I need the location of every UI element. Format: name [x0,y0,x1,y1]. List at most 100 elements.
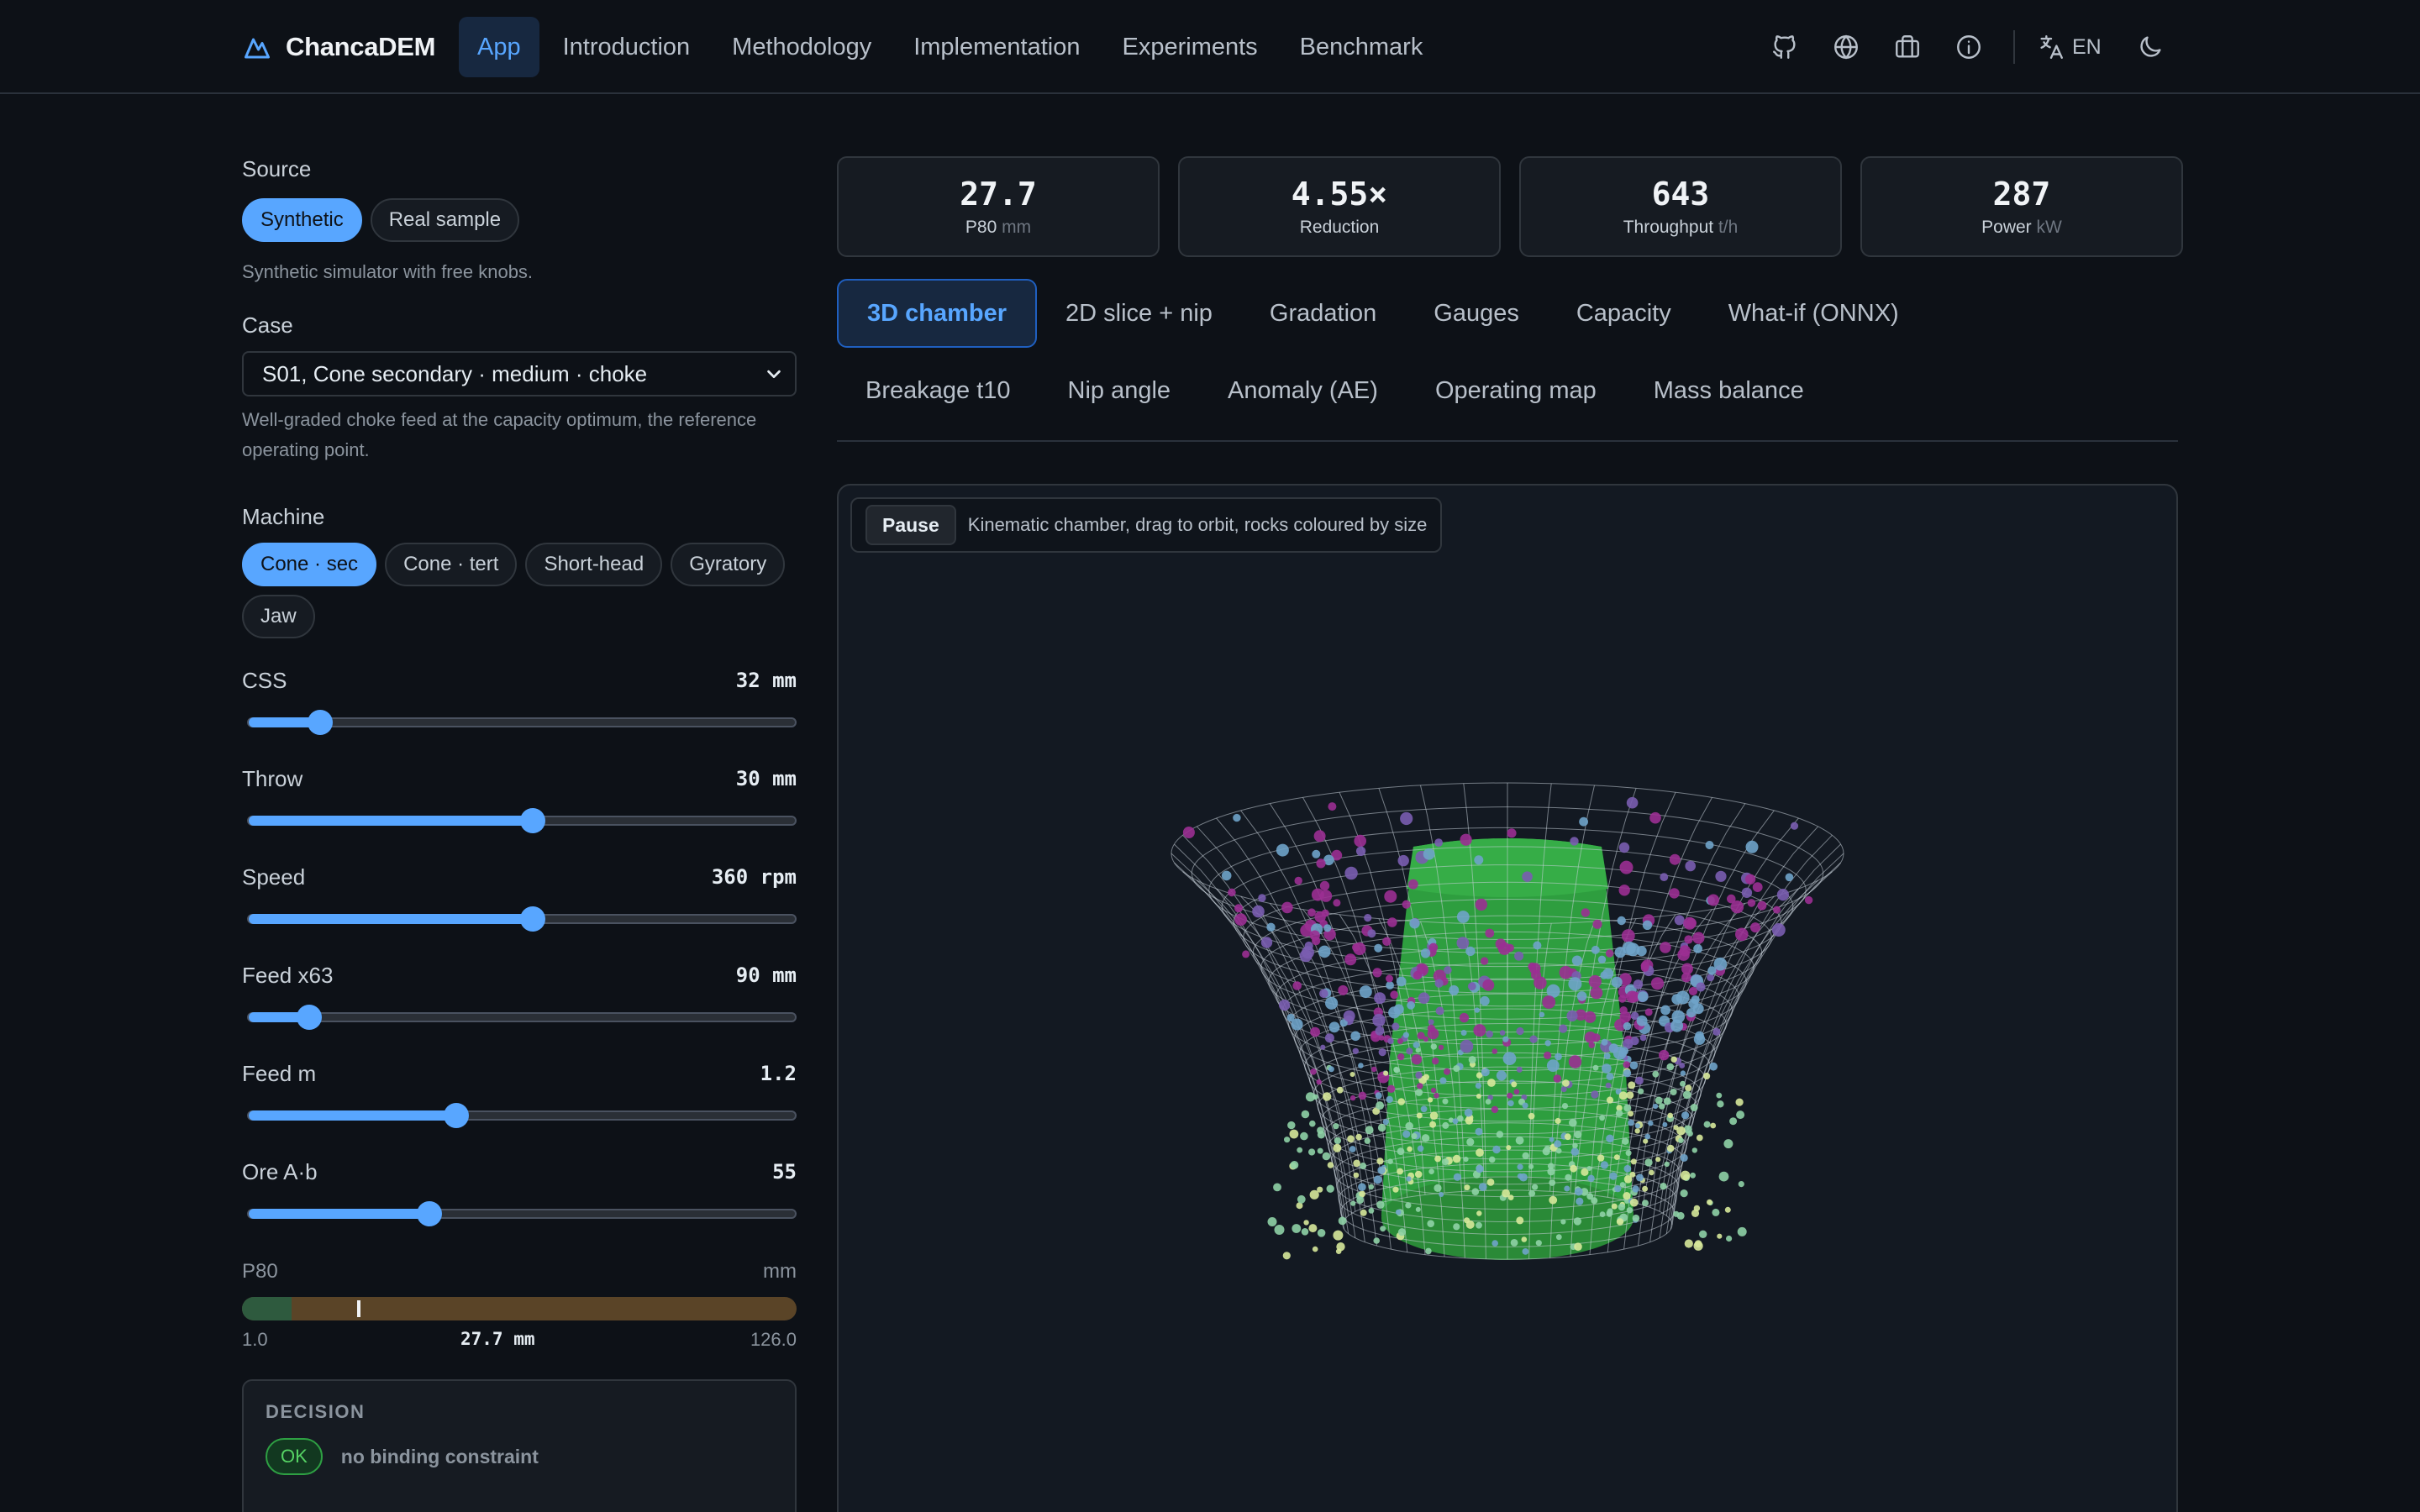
p80-unit: mm [763,1260,797,1283]
slider-thumb[interactable] [416,1201,442,1226]
header-divider [2013,30,2015,64]
nav-app[interactable]: App [459,17,539,77]
slider-value: 1.2 [760,1062,797,1085]
tab-what-if[interactable]: What-if (ONNX) [1728,299,1899,327]
mountain-logo-icon [245,38,270,59]
tabs-divider [837,440,2178,442]
slider-feed-x63: Feed x63 90 mm [242,960,797,1030]
slider-fill [249,717,320,727]
tab-anomaly[interactable]: Anomaly (AE) [1228,376,1378,404]
machine-jaw-pill[interactable]: Jaw [242,595,315,638]
source-hint: Synthetic simulator with free knobs. [242,261,534,282]
case-select-value: S01, Cone secondary · medium · choke [262,360,648,386]
slider-value: 32 mm [735,669,797,692]
chevron-down-icon [767,370,781,379]
slider-label: Ore A·b [242,1158,318,1184]
p80-current-value: 27.7 mm [460,1329,535,1349]
nav-implementation[interactable]: Implementation [913,33,1081,60]
slider-track[interactable] [247,710,797,735]
machine-cone-tert-pill[interactable]: Cone · tert [385,543,518,586]
tab-3d-chamber[interactable]: 3D chamber [837,279,1038,348]
pause-button[interactable]: Pause [865,505,956,545]
source-label: Source [242,156,312,181]
globe-icon[interactable] [1823,24,1870,71]
briefcase-icon[interactable] [1884,24,1931,71]
moon-icon[interactable] [2127,24,2174,71]
slider-speed: Speed 360 rpm [242,862,797,932]
machine-short-head-pill[interactable]: Short-head [525,543,663,586]
slider-track[interactable] [247,808,797,833]
tab-capacity[interactable]: Capacity [1576,299,1671,327]
case-label: Case [242,312,293,338]
slider-throw: Throw 30 mm [242,764,797,833]
kpi-power-value: 287 [1992,176,2051,213]
kpi-throughput-label: Throughput [1623,218,1714,237]
brand[interactable]: ChancaDEM [242,30,435,64]
slider-fill [249,816,533,826]
p80-range-bar [242,1297,797,1320]
kpi-power-label: Power [1981,218,2032,237]
tab-gauges[interactable]: Gauges [1434,299,1519,327]
slider-fill [249,1209,429,1219]
p80-max: 126.0 [750,1329,797,1350]
slider-fill [249,914,533,924]
slider-label: CSS [242,667,287,693]
tab-gradation[interactable]: Gradation [1269,299,1377,327]
info-icon[interactable] [1945,24,1992,71]
slider-track[interactable] [247,906,797,932]
translate-icon [2040,35,2063,59]
slider-css: CSS 32 mm [242,665,797,735]
decision-message: no binding constraint [340,1445,539,1467]
language-switch[interactable]: EN [2030,24,2108,71]
decision-card: DECISION OK no binding constraint [242,1379,797,1512]
p80-label: P80 [242,1260,278,1283]
viewer-toolbar: Pause Kinematic chamber, drag to orbit, … [850,497,1443,553]
source-real-sample-pill[interactable]: Real sample [370,198,520,242]
kpi-power-unit: kW [2036,218,2062,237]
crusher-chamber-scene[interactable] [839,486,2178,1512]
kpi-p80: 27.7 P80 mm [837,156,1160,257]
p80-current-marker [356,1300,360,1317]
chamber-3d-viewer[interactable]: Pause Kinematic chamber, drag to orbit, … [837,484,2178,1512]
machine-cone-sec-pill[interactable]: Cone · sec [242,543,377,586]
slider-track[interactable] [247,1005,797,1030]
kpi-p80-value: 27.7 [960,176,1037,213]
bowl-wireframe [1171,782,1844,1260]
github-icon[interactable] [1761,24,1808,71]
case-select[interactable]: S01, Cone secondary · medium · choke [242,351,797,396]
slider-value: 30 mm [735,767,797,790]
kpi-throughput-value: 643 [1651,176,1710,213]
rock-particles [1182,796,1813,1260]
slider-thumb[interactable] [296,1005,322,1030]
slider-value: 55 [772,1160,797,1184]
slider-thumb[interactable] [307,710,333,735]
status-badge: OK [266,1438,323,1475]
slider-thumb[interactable] [444,1103,469,1128]
tab-mass-balance[interactable]: Mass balance [1653,376,1804,404]
nav-methodology[interactable]: Methodology [732,33,872,60]
tab-operating-map[interactable]: Operating map [1434,376,1597,404]
case-hint: Well-graded choke feed at the capacity o… [242,409,757,460]
slider-track[interactable] [247,1201,797,1226]
slider-label: Feed x63 [242,962,334,988]
slider-track[interactable] [247,1103,797,1128]
nav-introduction[interactable]: Introduction [562,33,691,60]
slider-thumb[interactable] [520,906,545,932]
nav-benchmark[interactable]: Benchmark [1299,33,1423,60]
kpi-throughput-unit: t/h [1718,218,1739,237]
source-synthetic-pill[interactable]: Synthetic [242,198,362,242]
kpi-p80-unit: mm [1002,218,1032,237]
nav-experiments[interactable]: Experiments [1122,33,1258,60]
tab-breakage-t10[interactable]: Breakage t10 [865,376,1011,404]
slider-fill [249,1110,456,1121]
tab-2d-slice[interactable]: 2D slice + nip [1065,299,1213,327]
slider-thumb[interactable] [520,808,545,833]
kpi-reduction-value: 4.55× [1291,176,1388,213]
main-nav: App Introduction Methodology Implementat… [459,17,1446,77]
machine-label: Machine [242,504,325,529]
kpi-p80-label: P80 [965,218,997,237]
tab-nip-angle[interactable]: Nip angle [1067,376,1171,404]
machine-gyratory-pill[interactable]: Gyratory [671,543,786,586]
slider-value: 90 mm [735,963,797,987]
slider-label: Feed m [242,1060,317,1086]
